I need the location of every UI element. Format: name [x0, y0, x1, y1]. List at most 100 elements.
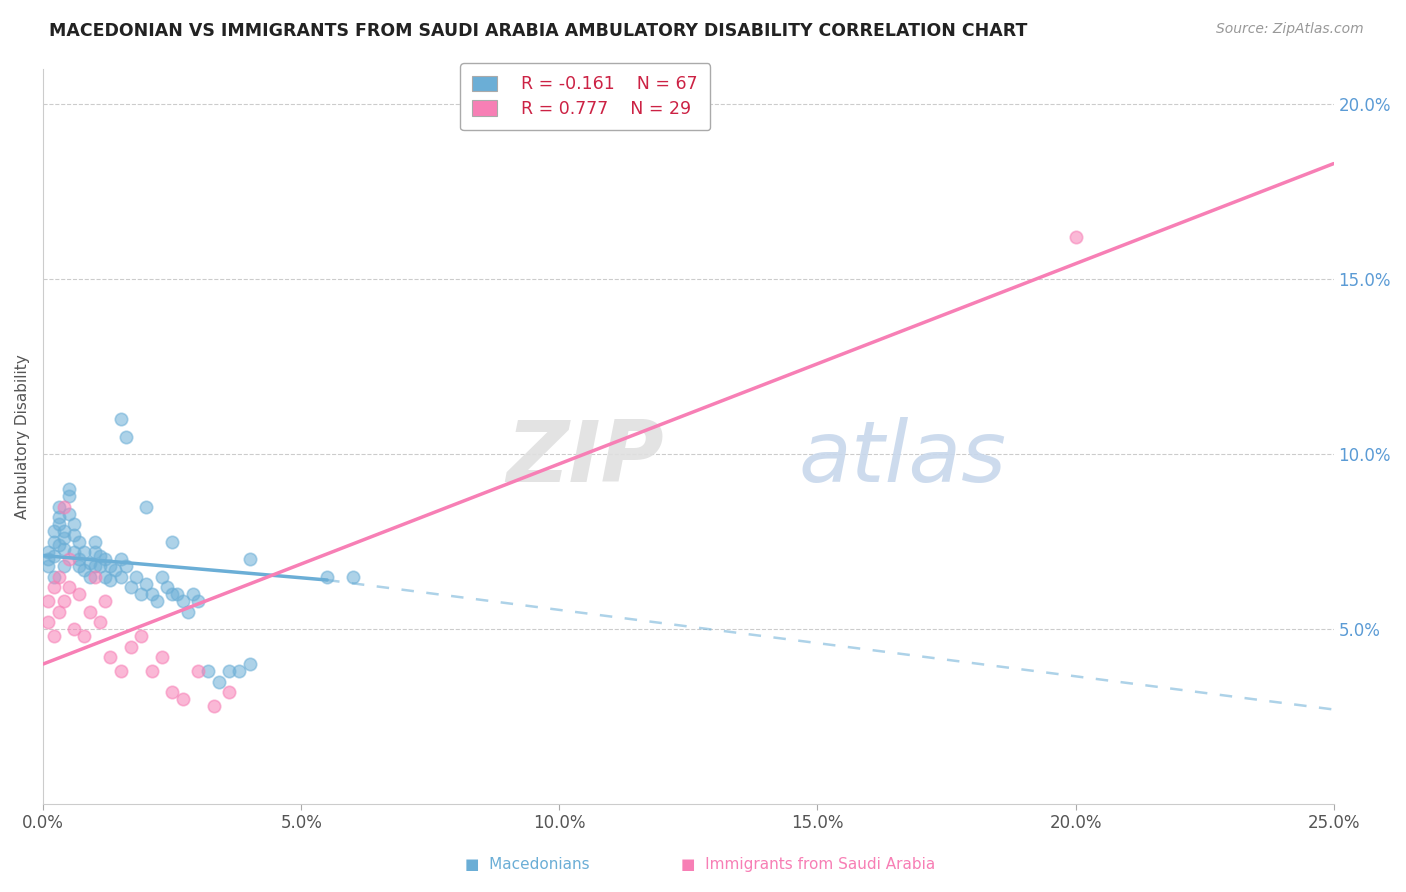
Point [202, 698, 225, 713]
Point [52, 559, 75, 574]
Point [58, 552, 80, 566]
Point [172, 594, 194, 608]
Point [187, 664, 209, 678]
Point [58, 482, 80, 496]
Point [52, 594, 75, 608]
Point [162, 534, 184, 549]
Point [94, 594, 117, 608]
Point [177, 605, 200, 619]
Point [135, 500, 157, 514]
Point [166, 587, 188, 601]
Point [94, 569, 117, 583]
Y-axis label: Ambulatory Disability: Ambulatory Disability [15, 354, 30, 519]
Legend:   R = -0.161    N = 67,   R = 0.777    N = 29: R = -0.161 N = 67, R = 0.777 N = 29 [460, 63, 710, 130]
Point [83, 545, 105, 559]
Point [58, 580, 80, 594]
Point [114, 559, 136, 574]
Point [162, 685, 184, 699]
Point [316, 569, 339, 583]
Point [120, 580, 142, 594]
Point [172, 692, 194, 706]
Point [181, 587, 204, 601]
Text: Source: ZipAtlas.com: Source: ZipAtlas.com [1216, 22, 1364, 37]
Point [129, 629, 152, 643]
Point [141, 664, 163, 678]
Text: atlas: atlas [799, 417, 1007, 500]
Point [83, 534, 105, 549]
Point [48, 510, 70, 524]
Point [63, 516, 86, 531]
Point [42, 569, 65, 583]
Point [218, 685, 240, 699]
Point [239, 657, 262, 671]
Point [110, 412, 132, 426]
Point [63, 622, 86, 636]
Point [52, 541, 75, 556]
Text: ZIP: ZIP [506, 417, 664, 500]
Point [73, 545, 96, 559]
Point [83, 559, 105, 574]
Point [73, 629, 96, 643]
Point [37, 552, 59, 566]
Point [141, 587, 163, 601]
Text: ■  Macedonians: ■ Macedonians [465, 857, 589, 872]
Point [98, 559, 121, 574]
Point [228, 664, 250, 678]
Point [48, 500, 70, 514]
Point [342, 569, 364, 583]
Point [67, 534, 90, 549]
Point [79, 569, 101, 583]
Point [83, 569, 105, 583]
Point [63, 527, 86, 541]
Point [156, 580, 179, 594]
Point [58, 489, 80, 503]
Point [89, 559, 111, 574]
Point [218, 664, 240, 678]
Point [67, 559, 90, 574]
Point [73, 562, 96, 576]
Point [110, 569, 132, 583]
Point [42, 524, 65, 538]
Point [42, 580, 65, 594]
Point [110, 664, 132, 678]
Point [135, 576, 157, 591]
Point [52, 524, 75, 538]
Point [67, 587, 90, 601]
Point [89, 615, 111, 629]
Point [129, 587, 152, 601]
Point [114, 429, 136, 443]
Point [48, 516, 70, 531]
Point [63, 545, 86, 559]
Point [37, 615, 59, 629]
Point [197, 664, 219, 678]
Point [52, 531, 75, 545]
Point [104, 562, 127, 576]
Point [208, 674, 231, 689]
Point [120, 640, 142, 654]
Point [48, 569, 70, 583]
Point [67, 552, 90, 566]
Point [94, 552, 117, 566]
Point [239, 552, 262, 566]
Point [58, 507, 80, 521]
Point [162, 587, 184, 601]
Point [145, 594, 167, 608]
Point [52, 500, 75, 514]
Point [79, 556, 101, 570]
Point [48, 605, 70, 619]
Point [37, 559, 59, 574]
Point [1064, 230, 1087, 244]
Point [79, 605, 101, 619]
Point [125, 569, 148, 583]
Point [98, 650, 121, 665]
Point [150, 569, 173, 583]
Point [110, 552, 132, 566]
Point [48, 538, 70, 552]
Point [98, 573, 121, 587]
Point [42, 534, 65, 549]
Point [37, 545, 59, 559]
Point [187, 594, 209, 608]
Text: ■  Immigrants from Saudi Arabia: ■ Immigrants from Saudi Arabia [682, 857, 935, 872]
Point [37, 594, 59, 608]
Text: MACEDONIAN VS IMMIGRANTS FROM SAUDI ARABIA AMBULATORY DISABILITY CORRELATION CHA: MACEDONIAN VS IMMIGRANTS FROM SAUDI ARAB… [49, 22, 1028, 40]
